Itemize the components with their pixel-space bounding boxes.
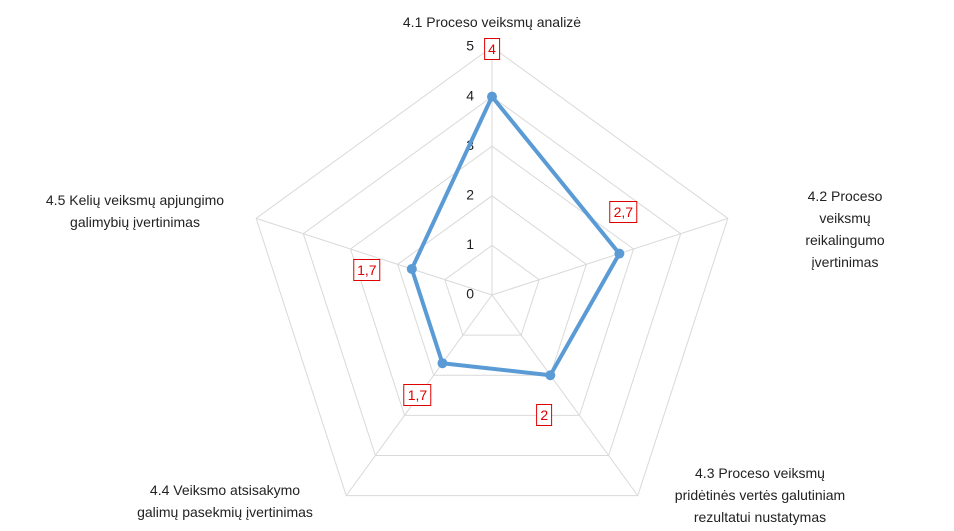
data-point: [487, 91, 497, 102]
grid-ring: [349, 145, 635, 416]
grid-ring: [255, 46, 729, 497]
tick-label: 4: [466, 87, 474, 103]
series-line: [409, 94, 622, 378]
data-label: 4: [484, 37, 500, 60]
category-label: 4.4 Veiksmo atsisakymo galimų pasekmių į…: [137, 482, 313, 520]
grid-ring: [302, 95, 682, 457]
data-point: [545, 370, 556, 381]
data-point: [614, 248, 625, 259]
tick-label: 1: [466, 236, 474, 252]
tick-label: 0: [466, 286, 474, 302]
tick-label: 5: [466, 38, 474, 54]
category-label: 4.5 Kelių veiksmų apjungimo galimybių įv…: [45, 192, 225, 230]
data-label: 2,7: [609, 200, 638, 223]
category-label: 4.1 Proceso veiksmų analizė: [402, 14, 582, 30]
grid-ring: [397, 195, 587, 376]
spoke: [491, 294, 639, 496]
data-label: 1,7: [353, 258, 381, 281]
category-label: 4.2 Proceso veiksmų reikalingumo įvertin…: [805, 188, 885, 270]
category-label: 4.3 Proceso veiksmų pridėtinės vertės ga…: [674, 465, 846, 525]
tick-label: 2: [466, 187, 474, 203]
grid-ring: [444, 244, 540, 336]
data-point: [406, 263, 417, 274]
data-point: [437, 358, 448, 369]
spoke: [255, 217, 493, 296]
data-label: 1,7: [403, 384, 432, 407]
spoke: [491, 217, 729, 296]
data-label: 2: [536, 404, 553, 427]
